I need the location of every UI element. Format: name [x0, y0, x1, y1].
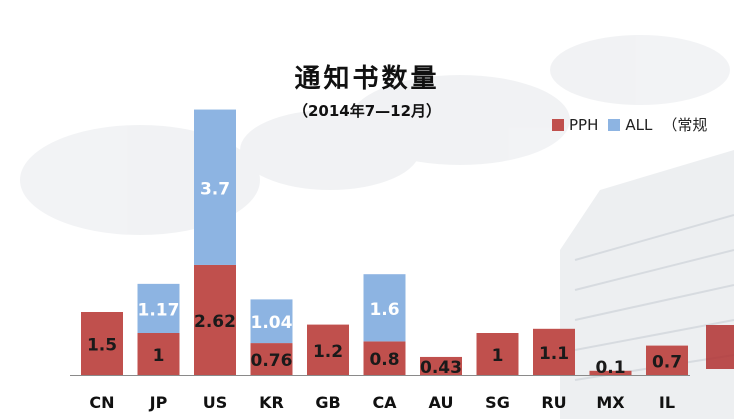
- bar-pph-ca: [363, 341, 406, 375]
- category-label-sg: SG: [485, 393, 510, 412]
- data-label-pph-ca: 0.8: [369, 350, 399, 370]
- data-label-all-us: 3.7: [200, 179, 230, 199]
- category-label-kr: KR: [259, 393, 284, 412]
- bar-pph-gb: [307, 324, 349, 375]
- chart-subtitle: （2014年7—12月）: [292, 102, 442, 120]
- data-label-pph-kr: 0.76: [251, 351, 293, 371]
- category-label-gb: GB: [315, 393, 340, 412]
- bar-pph-mx: [589, 370, 632, 375]
- data-label-pph-sg: 1: [492, 346, 504, 366]
- category-label-jp: JP: [149, 393, 168, 412]
- data-label-pph-us: 2.62: [194, 312, 236, 332]
- data-label-pph-jp: 1: [153, 346, 165, 366]
- legend-label-pph: PPH: [569, 115, 599, 134]
- category-label-cn: CN: [89, 393, 114, 412]
- legend-swatch-pph: [552, 118, 564, 131]
- legend-label-all: ALL: [625, 115, 653, 134]
- data-label-all-jp: 1.17: [138, 300, 180, 320]
- bar-pph-au: [420, 356, 462, 375]
- bar-all-us: [194, 109, 236, 265]
- chart-legend: PPH ALL （常规: [552, 114, 707, 135]
- category-label-mx: MX: [596, 393, 625, 412]
- data-label-all-kr: 1.04: [251, 313, 293, 333]
- legend-item-pph: PPH: [552, 116, 598, 134]
- data-label-pph-gb: 1.2: [313, 342, 343, 362]
- category-label-ca: CA: [372, 393, 397, 412]
- bar-pph-us: [194, 264, 236, 375]
- bar-pph-il: [646, 345, 688, 375]
- bar-pph-sg: [476, 333, 519, 375]
- data-label-pph-ru: 1.1: [539, 344, 569, 364]
- legend-note: （常规: [662, 116, 708, 134]
- bar-pph-jp: [137, 333, 180, 375]
- data-label-pph-mx: 0.1: [595, 358, 625, 378]
- legend-swatch-all: [608, 118, 621, 131]
- category-label-il: IL: [659, 393, 675, 412]
- bar-pph-cn: [81, 312, 123, 375]
- bar-all-ca: [363, 274, 406, 342]
- bar-pph-ru: [533, 328, 575, 375]
- legend-item-all: ALL: [608, 116, 652, 134]
- data-label-pph-cn: 1.5: [87, 336, 117, 356]
- data-label-all-ca: 1.6: [369, 300, 399, 320]
- category-label-au: AU: [429, 393, 454, 412]
- chart-title: 通知书数量: [294, 64, 440, 94]
- bar-all-kr: [250, 299, 293, 344]
- bar-all-jp: [137, 283, 180, 333]
- data-label-pph-au: 0.43: [420, 358, 462, 378]
- category-label-ru: RU: [541, 393, 566, 412]
- category-label-us: US: [203, 393, 228, 412]
- data-label-pph-il: 0.7: [652, 352, 682, 372]
- bar-pph-kr: [250, 343, 293, 375]
